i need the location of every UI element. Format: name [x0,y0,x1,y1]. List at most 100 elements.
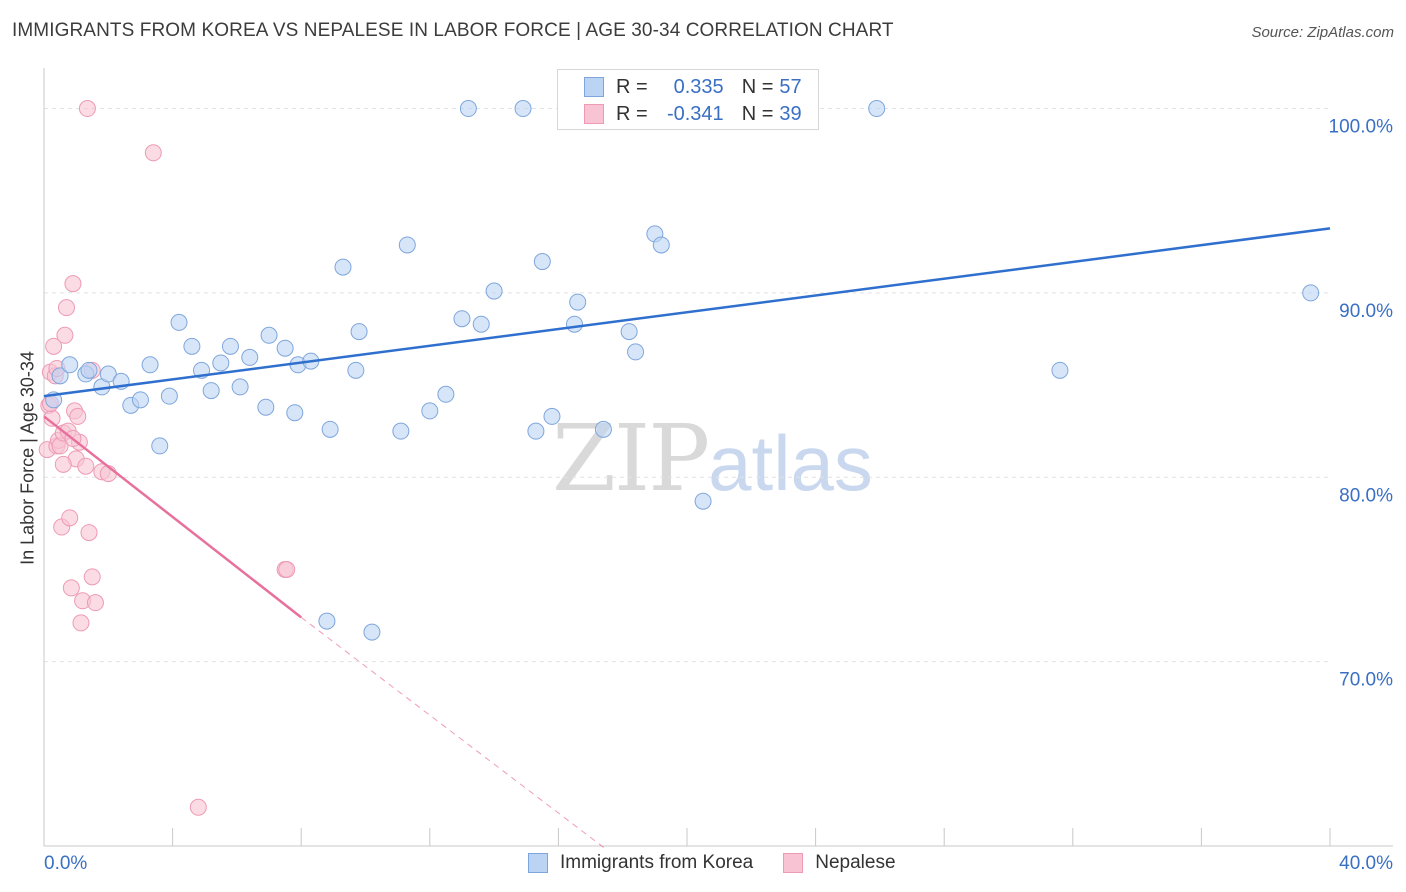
korea-point [527,422,545,440]
korea-point [398,236,416,254]
korea-point [533,253,551,271]
korea-point [170,313,188,331]
watermark-zip: ZIP [552,405,710,512]
nepalese-point [86,594,104,612]
korea-point [569,293,587,311]
y-axis-label: In Labor Force | Age 30-34 [17,351,38,565]
correlation-legend: R = 0.335 N = 57 R = -0.341 N = 39 [557,69,819,130]
series-legend: Immigrants from Korea Nepalese [528,852,926,874]
nepalese-point [64,275,82,293]
korea-point [231,378,249,396]
legend-row-nepal: R = -0.341 N = 39 [584,102,802,126]
korea-point [202,382,220,400]
korea-point [51,367,69,385]
korea-point [347,361,365,379]
korea-point [363,623,381,641]
legend-n-label: N = [741,102,774,125]
korea-point [257,398,275,416]
legend-item-korea[interactable]: Immigrants from Korea [528,852,753,874]
korea-point [80,361,98,379]
nepalese-point [144,144,162,162]
korea-point [543,407,561,425]
korea-point [141,356,159,374]
x-tick-label: 40.0% [1339,853,1393,874]
korea-point [286,404,304,422]
korea-trend-line [43,227,1331,398]
nepalese-trend-line [43,415,302,619]
nepalese-point [78,100,96,118]
korea-point [61,356,79,374]
korea-point [1302,284,1320,302]
legend-r-label: R = [616,102,648,125]
watermark-atlas: atlas [708,419,873,507]
korea-point [868,100,886,118]
korea-point [421,402,439,420]
korea-swatch [528,853,548,873]
nepalese-point [278,560,296,578]
y-tick-label: 70.0% [1339,670,1393,691]
korea-point [131,391,149,409]
korea-swatch [584,77,604,97]
nepalese-point [58,299,76,317]
korea-point [183,337,201,355]
legend-label-korea: Immigrants from Korea [560,852,754,873]
korea-point [594,420,612,438]
nepalese-point [61,509,79,527]
nepalese-point [54,455,72,473]
legend-r-value: 0.335 [673,75,724,98]
korea-point [160,387,178,405]
legend-n-value: 39 [779,102,802,125]
korea-point [437,385,455,403]
korea-point [221,337,239,355]
korea-point [321,420,339,438]
y-tick-label: 90.0% [1339,301,1393,322]
nepalese-point [77,457,95,475]
korea-point [694,492,712,510]
y-tick-label: 100.0% [1329,117,1394,138]
korea-point [514,100,532,118]
korea-point [99,365,117,383]
korea-point [627,343,645,361]
korea-point [392,422,410,440]
nepalese-point [80,524,98,542]
nepalese-point [45,337,63,355]
y-tick-label: 80.0% [1339,485,1393,506]
nepalese-point [69,407,87,425]
legend-r-value: -0.341 [666,102,724,125]
korea-point [350,323,368,341]
korea-point [260,326,278,344]
legend-r-label: R = [616,75,648,98]
watermark: ZIPatlas [552,405,873,512]
korea-point [472,315,490,333]
legend-n-label: N = [741,75,774,98]
nepalese-point [83,568,101,586]
korea-point [276,339,294,357]
legend-label-nepal: Nepalese [815,852,896,873]
nepalese-point [72,614,90,632]
korea-point [485,282,503,300]
legend-n-value: 57 [779,75,802,98]
nepal-swatch [584,104,604,124]
korea-point [212,354,230,372]
nepalese-point [56,326,74,344]
korea-point [652,236,670,254]
korea-point [620,323,638,341]
source-credit: Source: ZipAtlas.com [1251,24,1394,41]
legend-item-nepal[interactable]: Nepalese [783,852,896,874]
nepalese-point [189,798,207,816]
korea-point [565,315,583,333]
korea-point [334,258,352,276]
korea-point [453,310,471,328]
korea-point [151,437,169,455]
x-tick-label: 0.0% [44,853,87,874]
korea-point [318,612,336,630]
nepalese-trend-extension [300,616,607,851]
korea-point [241,348,259,366]
legend-row-korea: R = 0.335 N = 57 [584,75,802,99]
nepalese-point [62,579,80,597]
nepal-swatch [783,853,804,873]
korea-point [1051,361,1069,379]
korea-point [459,100,477,118]
chart-title: IMMIGRANTS FROM KOREA VS NEPALESE IN LAB… [12,20,894,41]
